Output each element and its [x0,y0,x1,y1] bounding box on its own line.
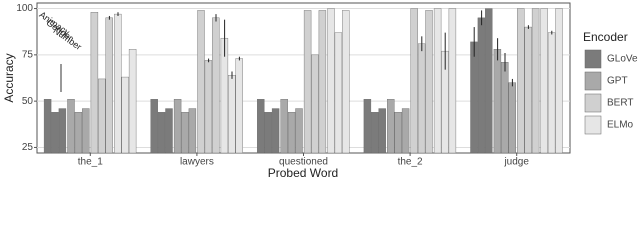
bar [287,112,296,154]
legend-label: GLoVe [607,54,638,65]
x-tick-label: the_2 [398,157,423,168]
bar [540,8,548,154]
bar [82,108,90,154]
bar [342,10,350,154]
bar [547,32,556,154]
bar [228,75,236,154]
bar [470,41,478,154]
y-tick-label: 25 [22,142,34,153]
legend-key [584,115,602,135]
bar [105,17,113,154]
bar [394,112,402,154]
legend-key [584,49,602,69]
bar [433,8,442,154]
bar [90,12,99,154]
bar [128,49,137,154]
bar [264,112,272,154]
bar [401,108,410,154]
y-tick-label: 50 [22,96,34,107]
bar [363,99,372,154]
x-tick-label: lawyers [180,157,214,168]
bar [121,76,129,154]
bar [114,13,122,154]
y-tick-label: 75 [22,49,34,60]
bar [51,112,59,154]
bar [555,8,563,154]
x-tick-label: questioned [279,157,328,168]
bar [188,108,197,154]
bar [58,108,67,154]
legend-label: ELMo [607,120,634,131]
legend-key [584,93,602,113]
x-tick-label: the_1 [78,157,103,168]
bar [425,10,433,154]
bar [410,8,418,154]
bar [43,99,52,154]
bar [417,43,426,154]
bar [493,49,502,154]
bar [235,58,243,154]
bar [318,10,327,154]
legend-title: Encoder [583,30,628,44]
bar [173,99,182,154]
bar [212,17,220,154]
bar [448,8,457,154]
bar [531,8,540,154]
bar [517,8,525,154]
legend-key [584,71,602,91]
bar [98,78,106,154]
bar [150,99,158,154]
bar [378,108,386,154]
bar [157,112,166,154]
bar [501,62,509,154]
bar [477,17,486,154]
bar [271,108,280,154]
page: Probed Word Accuracy Encoder 25 50 75 100 th… [2,2,639,181]
bar [74,112,83,154]
bar [197,10,205,154]
y-tick-label: 100 [16,3,33,14]
bar [280,99,288,154]
bar [327,8,335,154]
bar [295,108,303,154]
chart: Probed Word Accuracy Encoder 25 50 75 100 th… [2,2,638,180]
bar [311,54,319,154]
bar [334,32,343,154]
bar [303,10,312,154]
bar [371,112,379,154]
bar [165,108,173,154]
x-tick-label: judge [503,157,529,168]
bar [204,60,213,154]
bar [181,112,189,154]
bar [387,99,395,154]
bar [508,82,516,154]
legend-label: BERT [607,98,634,109]
legend-label: GPT [607,76,628,87]
bar [257,99,265,154]
x-axis-title: Probed Word [268,166,338,180]
bar [67,99,75,154]
y-axis-title: Accuracy [2,53,16,102]
bar [485,8,493,154]
bar [524,26,532,154]
bars [43,8,563,154]
